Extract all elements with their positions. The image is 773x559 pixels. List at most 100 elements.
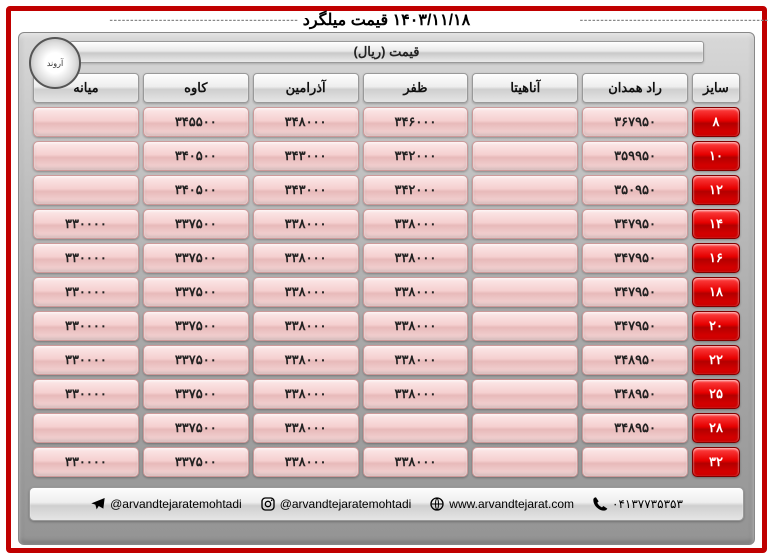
price-cell: ۳۴۸۹۵۰ — [582, 379, 688, 409]
size-cell: ۱۲ — [692, 175, 740, 205]
price-cell: ۳۳۸۰۰۰ — [253, 447, 359, 477]
price-cell: ۳۳۸۰۰۰ — [253, 345, 359, 375]
table-row: ۱۸۳۴۷۹۵۰۳۳۸۰۰۰۳۳۸۰۰۰۳۳۷۵۰۰۳۳۰۰۰۰ — [33, 277, 740, 307]
price-cell: ۳۳۷۵۰۰ — [143, 345, 249, 375]
price-cell: ۳۶۷۹۵۰ — [582, 107, 688, 137]
price-cell: ۳۴۷۹۵۰ — [582, 243, 688, 273]
price-cell — [472, 141, 578, 171]
price-cell: ۳۳۸۰۰۰ — [363, 447, 469, 477]
column-header: سایز — [692, 73, 740, 103]
table-row: ۱۶۳۴۷۹۵۰۳۳۸۰۰۰۳۳۸۰۰۰۳۳۷۵۰۰۳۳۰۰۰۰ — [33, 243, 740, 273]
column-header: آذرامین — [253, 73, 359, 103]
main-panel: آروند قیمت (ریال) سایزراد همدانآناهیتاظف… — [18, 32, 755, 545]
price-cell: ۳۴۲۰۰۰ — [363, 141, 469, 171]
price-cell: ۳۴۷۹۵۰ — [582, 311, 688, 341]
instagram-handle: @arvandtejaratemohtadi — [260, 496, 412, 512]
price-cell — [472, 311, 578, 341]
phone-number: ۰۴۱۳۷۷۳۵۳۵۳ — [592, 496, 683, 512]
price-cell — [363, 413, 469, 443]
price-cell — [33, 413, 139, 443]
price-cell: ۳۴۷۹۵۰ — [582, 277, 688, 307]
price-cell: ۳۳۷۵۰۰ — [143, 311, 249, 341]
size-cell: ۲۸ — [692, 413, 740, 443]
price-cell: ۳۳۷۵۰۰ — [143, 209, 249, 239]
price-cell: ۳۴۷۹۵۰ — [582, 209, 688, 239]
size-cell: ۸ — [692, 107, 740, 137]
price-cell: ۳۴۰۵۰۰ — [143, 175, 249, 205]
title-row: - - - - - - - - - - - - - - - - - - - - … — [0, 10, 773, 30]
price-cell: ۳۴۰۵۰۰ — [143, 141, 249, 171]
size-cell: ۱۴ — [692, 209, 740, 239]
table-row: ۱۰۳۵۹۹۵۰۳۴۲۰۰۰۳۴۳۰۰۰۳۴۰۵۰۰ — [33, 141, 740, 171]
telegram-icon — [90, 496, 106, 512]
size-cell: ۳۲ — [692, 447, 740, 477]
price-cell: ۳۴۵۵۰۰ — [143, 107, 249, 137]
price-cell: ۳۳۸۰۰۰ — [253, 277, 359, 307]
page-title: ۱۴۰۳/۱۱/۱۸ قیمت میلگرد — [303, 10, 470, 30]
footer-bar: @arvandtejaratemohtadi @arvandtejaratemo… — [29, 487, 744, 521]
column-header: آناهیتا — [472, 73, 578, 103]
subtitle-bar: قیمت (ریال) — [69, 41, 704, 63]
price-cell: ۳۳۰۰۰۰ — [33, 209, 139, 239]
price-cell: ۳۳۷۵۰۰ — [143, 447, 249, 477]
price-cell: ۳۳۷۵۰۰ — [143, 277, 249, 307]
price-cell — [472, 413, 578, 443]
table-row: ۱۴۳۴۷۹۵۰۳۳۸۰۰۰۳۳۸۰۰۰۳۳۷۵۰۰۳۳۰۰۰۰ — [33, 209, 740, 239]
price-cell — [472, 447, 578, 477]
price-cell: ۳۳۸۰۰۰ — [253, 311, 359, 341]
size-cell: ۲۲ — [692, 345, 740, 375]
price-cell: ۳۳۰۰۰۰ — [33, 447, 139, 477]
price-cell — [33, 175, 139, 205]
price-cell: ۳۳۸۰۰۰ — [363, 379, 469, 409]
table-row: ۳۲۳۳۸۰۰۰۳۳۸۰۰۰۳۳۷۵۰۰۳۳۰۰۰۰ — [33, 447, 740, 477]
price-cell — [472, 379, 578, 409]
price-cell: ۳۳۸۰۰۰ — [363, 243, 469, 273]
website-url: www.arvandtejarat.com — [429, 496, 574, 512]
price-cell: ۳۴۸۹۵۰ — [582, 413, 688, 443]
table-row: ۲۸۳۴۸۹۵۰ ۳۳۸۰۰۰۳۳۷۵۰۰ — [33, 413, 740, 443]
price-cell — [472, 243, 578, 273]
price-cell: ۳۳۰۰۰۰ — [33, 277, 139, 307]
price-cell: ۳۳۰۰۰۰ — [33, 345, 139, 375]
price-cell: ۳۳۸۰۰۰ — [253, 413, 359, 443]
price-cell: ۳۳۷۵۰۰ — [143, 243, 249, 273]
price-cell — [582, 447, 688, 477]
table-row: ۸۳۶۷۹۵۰ ۳۴۶۰۰۰۳۴۸۰۰۰۳۴۵۵۰۰ — [33, 107, 740, 137]
price-cell: ۳۳۸۰۰۰ — [363, 311, 469, 341]
price-cell — [472, 277, 578, 307]
instagram-icon — [260, 496, 276, 512]
price-cell: ۳۳۷۵۰۰ — [143, 379, 249, 409]
price-cell: ۳۳۰۰۰۰ — [33, 311, 139, 341]
price-cell: ۳۳۰۰۰۰ — [33, 243, 139, 273]
price-cell: ۳۳۸۰۰۰ — [253, 209, 359, 239]
price-cell — [472, 175, 578, 205]
phone-icon — [592, 496, 608, 512]
price-cell — [472, 345, 578, 375]
telegram-handle: @arvandtejaratemohtadi — [90, 496, 242, 512]
price-table: سایزراد همدانآناهیتاظفرآذرامینکاوهمیانه … — [29, 69, 744, 481]
logo: آروند — [29, 37, 81, 89]
price-cell: ۳۳۸۰۰۰ — [363, 209, 469, 239]
size-cell: ۲۰ — [692, 311, 740, 341]
price-cell: ۳۴۸۹۵۰ — [582, 345, 688, 375]
table-row: ۲۵۳۴۸۹۵۰۳۳۸۰۰۰۳۳۸۰۰۰۳۳۷۵۰۰۳۳۰۰۰۰ — [33, 379, 740, 409]
price-cell: ۳۴۸۰۰۰ — [253, 107, 359, 137]
price-cell — [472, 209, 578, 239]
price-cell: ۳۴۳۰۰۰ — [253, 175, 359, 205]
price-cell — [33, 107, 139, 137]
column-header: کاوه — [143, 73, 249, 103]
price-cell: ۳۵۹۹۵۰ — [582, 141, 688, 171]
price-cell: ۳۴۲۰۰۰ — [363, 175, 469, 205]
price-cell: ۳۳۸۰۰۰ — [253, 379, 359, 409]
price-cell: ۳۴۶۰۰۰ — [363, 107, 469, 137]
price-cell: ۳۴۳۰۰۰ — [253, 141, 359, 171]
price-cell — [472, 107, 578, 137]
price-cell: ۳۳۸۰۰۰ — [363, 277, 469, 307]
size-cell: ۱۶ — [692, 243, 740, 273]
price-cell — [33, 141, 139, 171]
size-cell: ۲۵ — [692, 379, 740, 409]
price-cell: ۳۳۷۵۰۰ — [143, 413, 249, 443]
price-cell: ۳۳۸۰۰۰ — [253, 243, 359, 273]
price-cell: ۳۳۰۰۰۰ — [33, 379, 139, 409]
globe-icon — [429, 496, 445, 512]
